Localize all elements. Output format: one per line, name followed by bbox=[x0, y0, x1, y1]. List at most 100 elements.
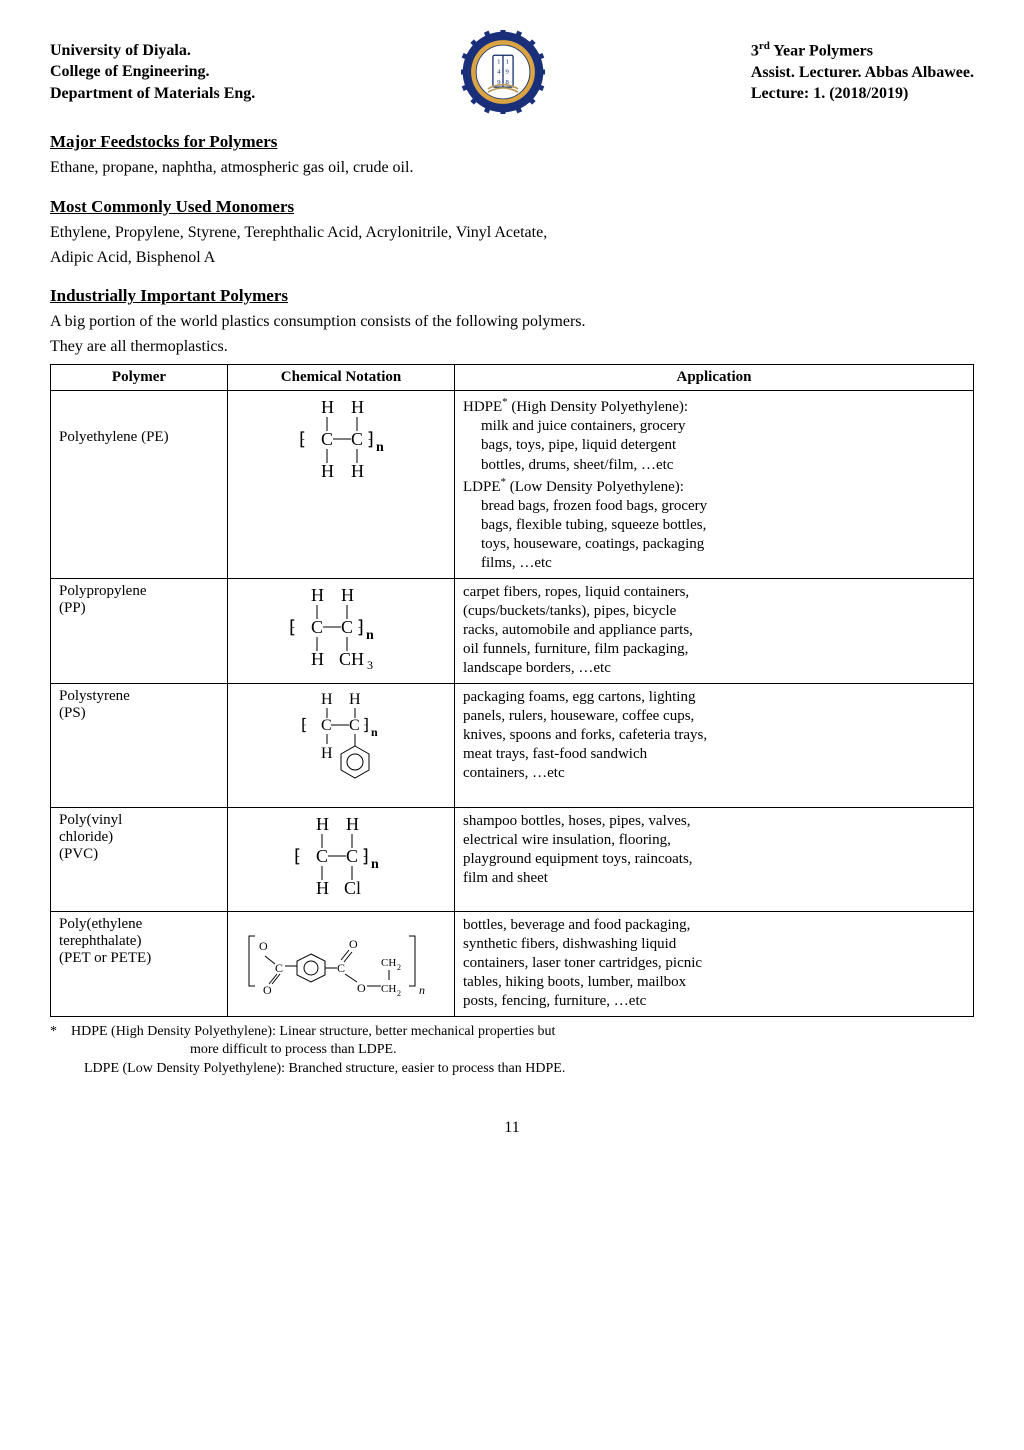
svg-text:C: C bbox=[346, 846, 358, 866]
pp-name: Polypropylene (PP) bbox=[51, 578, 228, 683]
pe-app-l6: bread bags, frozen food bags, grocery bbox=[463, 497, 707, 516]
svg-text:H: H bbox=[349, 691, 361, 708]
pet-app-l1: bottles, beverage and food packaging, bbox=[463, 917, 690, 933]
page-number: 11 bbox=[50, 1119, 974, 1137]
header-college: College of Engineering. bbox=[50, 61, 255, 83]
pe-app-l1a: HDPE bbox=[463, 399, 502, 415]
pp-app-l2: (cups/buckets/tanks), pipes, bicycle bbox=[463, 603, 676, 619]
svg-text:H: H bbox=[321, 691, 333, 708]
pet-app-l2: synthetic fibers, dishwashing liquid bbox=[463, 936, 676, 952]
monomers-body-1: Ethylene, Propylene, Styrene, Terephthal… bbox=[50, 223, 974, 244]
svg-text:n: n bbox=[376, 440, 384, 455]
monomers-body-2: Adipic Acid, Bisphenol A bbox=[50, 248, 974, 269]
footnote-star: * bbox=[50, 1024, 57, 1039]
ps-app-l4: meat trays, fast-food sandwich bbox=[463, 746, 647, 762]
pet-chem-icon: O C O C O O CH 2 bbox=[241, 916, 441, 1006]
pp-app-l5: landscape borders, …etc bbox=[463, 660, 611, 676]
pe-app-l4: bottles, drums, sheet/film, …etc bbox=[463, 456, 673, 475]
th-polymer: Polymer bbox=[51, 364, 228, 390]
pe-app-l5a: LDPE bbox=[463, 479, 501, 495]
pp-name-1: Polypropylene bbox=[59, 583, 147, 599]
page-header: University of Diyala. College of Enginee… bbox=[50, 30, 974, 114]
svg-text:H: H bbox=[321, 397, 334, 417]
svg-text:O: O bbox=[349, 937, 358, 951]
pp-app-l3: racks, automobile and appliance parts, bbox=[463, 622, 693, 638]
table-row: Polystyrene (PS) H H ⁅ C C ⁆ n H bbox=[51, 683, 974, 807]
header-year-line: 3rd Year Polymers bbox=[751, 39, 974, 62]
pp-chem-cell: H H ⁅ C C ⁆ n H CH 3 bbox=[228, 578, 455, 683]
pvc-app-l1: shampoo bottles, hoses, pipes, valves, bbox=[463, 813, 690, 829]
svg-text:O: O bbox=[263, 983, 272, 997]
industrial-intro-2: They are all thermoplastics. bbox=[50, 337, 974, 358]
svg-text:CH: CH bbox=[381, 983, 396, 995]
pet-name-2: terephthalate) bbox=[59, 933, 141, 949]
university-logo: 1 1 4 9 9 8 bbox=[461, 30, 545, 114]
svg-text:C: C bbox=[351, 429, 363, 449]
pvc-app: shampoo bottles, hoses, pipes, valves, e… bbox=[455, 807, 974, 911]
feedstocks-title: Major Feedstocks for Polymers bbox=[50, 132, 974, 152]
svg-text:H: H bbox=[321, 745, 333, 762]
pe-app-l2: milk and juice containers, grocery bbox=[463, 417, 686, 436]
pp-app: carpet fibers, ropes, liquid containers,… bbox=[455, 578, 974, 683]
footnote-hdpe-1: HDPE (High Density Polyethylene): Linear… bbox=[71, 1024, 555, 1039]
pe-chem-icon: H H ⁅ C C ⁆ n H H bbox=[281, 395, 401, 485]
svg-text:H: H bbox=[341, 585, 354, 605]
svg-text:⁆: ⁆ bbox=[357, 617, 364, 637]
pe-app: HDPE* (High Density Polyethylene): milk … bbox=[455, 390, 974, 578]
ps-chem-icon: H H ⁅ C C ⁆ n H bbox=[281, 688, 401, 798]
svg-text:H: H bbox=[316, 814, 329, 834]
svg-text:C: C bbox=[316, 846, 328, 866]
svg-text:3: 3 bbox=[367, 658, 373, 672]
pe-app-l3: bags, toys, pipe, liquid detergent bbox=[463, 436, 676, 455]
pvc-chem-cell: H H ⁅ C C ⁆ n H Cl bbox=[228, 807, 455, 911]
svg-text:⁅: ⁅ bbox=[301, 717, 307, 734]
svg-text:⁆: ⁆ bbox=[362, 846, 369, 866]
pvc-chem-icon: H H ⁅ C C ⁆ n H Cl bbox=[276, 812, 406, 902]
svg-text:C: C bbox=[337, 961, 345, 975]
pet-app: bottles, beverage and food packaging, sy… bbox=[455, 911, 974, 1016]
svg-text:H: H bbox=[351, 397, 364, 417]
ps-name-1: Polystyrene bbox=[59, 688, 130, 704]
pet-name-1: Poly(ethylene bbox=[59, 916, 142, 932]
svg-text:H: H bbox=[351, 461, 364, 481]
table-row: Polypropylene (PP) H H ⁅ C C ⁆ n H CH 3 bbox=[51, 578, 974, 683]
table-header-row: Polymer Chemical Notation Application bbox=[51, 364, 974, 390]
ps-name-2: (PS) bbox=[59, 705, 86, 721]
pe-app-l5c: (Low Density Polyethylene): bbox=[506, 479, 684, 495]
pet-chem-cell: O C O C O O CH 2 bbox=[228, 911, 455, 1016]
table-row: Poly(ethylene terephthalate) (PET or PET… bbox=[51, 911, 974, 1016]
ps-app-l5: containers, …etc bbox=[463, 765, 565, 781]
table-row: Polyethylene (PE) H H ⁅ C C ⁆ n H H HDPE… bbox=[51, 390, 974, 578]
svg-text:O: O bbox=[357, 981, 366, 995]
svg-text:n: n bbox=[419, 983, 425, 997]
svg-text:H: H bbox=[316, 878, 329, 898]
pe-name: Polyethylene (PE) bbox=[51, 390, 228, 578]
table-row: Poly(vinyl chloride) (PVC) H H ⁅ C C ⁆ n… bbox=[51, 807, 974, 911]
pe-app-l7: bags, flexible tubing, squeeze bottles, bbox=[463, 516, 706, 535]
svg-text:⁆: ⁆ bbox=[363, 717, 369, 734]
footnote-block: * HDPE (High Density Polyethylene): Line… bbox=[50, 1023, 974, 1080]
svg-text:C: C bbox=[321, 717, 332, 734]
svg-text:C: C bbox=[311, 617, 323, 637]
ps-name: Polystyrene (PS) bbox=[51, 683, 228, 807]
svg-text:C: C bbox=[321, 429, 333, 449]
header-year-rest: Year Polymers bbox=[770, 42, 873, 59]
pe-app-l9: films, …etc bbox=[463, 554, 552, 573]
footnote-ldpe: LDPE (Low Density Polyethylene): Branche… bbox=[50, 1060, 565, 1079]
th-chemical: Chemical Notation bbox=[228, 364, 455, 390]
pet-name: Poly(ethylene terephthalate) (PET or PET… bbox=[51, 911, 228, 1016]
svg-text:n: n bbox=[371, 857, 379, 872]
svg-text:⁅: ⁅ bbox=[289, 617, 296, 637]
svg-text:C: C bbox=[349, 717, 360, 734]
svg-text:1: 1 bbox=[497, 59, 500, 66]
svg-text:H: H bbox=[346, 814, 359, 834]
pet-app-l4: tables, hiking boots, lumber, mailbox bbox=[463, 974, 686, 990]
pvc-name-1: Poly(vinyl bbox=[59, 812, 122, 828]
feedstocks-body: Ethane, propane, naphtha, atmospheric ga… bbox=[50, 158, 974, 179]
pvc-app-l2: electrical wire insulation, flooring, bbox=[463, 832, 671, 848]
industrial-intro-1: A big portion of the world plastics cons… bbox=[50, 312, 974, 333]
pe-app-l1c: (High Density Polyethylene): bbox=[508, 399, 688, 415]
ps-app: packaging foams, egg cartons, lighting p… bbox=[455, 683, 974, 807]
svg-text:CH: CH bbox=[381, 957, 396, 969]
industrial-title: Industrially Important Polymers bbox=[50, 286, 974, 306]
